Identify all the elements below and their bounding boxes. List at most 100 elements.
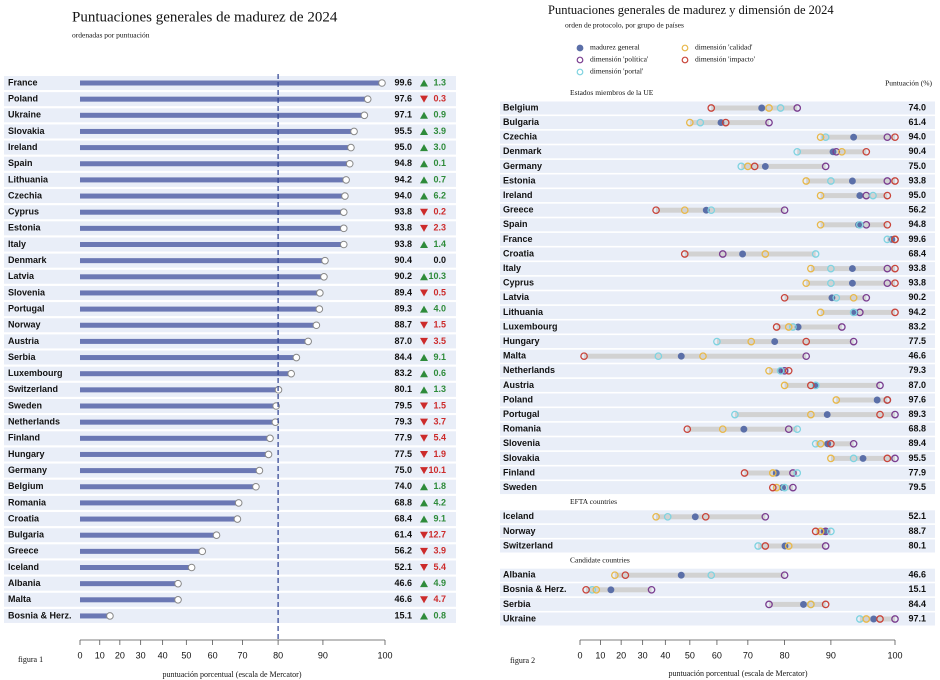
bar — [80, 516, 238, 522]
category-label: Serbia — [503, 599, 532, 609]
value-label: 90.4 — [394, 255, 412, 265]
bar — [80, 177, 347, 183]
change-label: 4.7 — [433, 594, 446, 604]
value-label: 94.2 — [394, 174, 412, 184]
row-band — [500, 320, 935, 334]
change-label: 0.5 — [433, 287, 446, 297]
value-label: 80.1 — [908, 540, 926, 550]
dimension-dot — [821, 133, 830, 142]
value-label: 74.0 — [394, 481, 412, 491]
change-arrow — [420, 499, 428, 507]
dimension-dot — [696, 118, 705, 127]
dimension-dot — [776, 104, 785, 112]
legend-marker — [576, 44, 584, 52]
change-arrow — [420, 547, 428, 555]
caption: figura 2 — [510, 656, 535, 665]
dimension-dot — [765, 118, 773, 127]
overall-dot — [758, 104, 766, 112]
category-label: Ukraine — [8, 110, 41, 120]
dimension-dot — [621, 571, 630, 580]
range-bar — [836, 397, 888, 403]
dimension-dot — [765, 366, 773, 375]
value-label: 77.5 — [394, 449, 412, 459]
change-label: 5.4 — [433, 433, 446, 443]
overall-dot — [607, 586, 615, 594]
bar-end — [363, 95, 372, 103]
value-label: 52.1 — [908, 511, 926, 521]
category-label: Hungary — [503, 336, 540, 346]
x-tick-label: 90 — [826, 650, 836, 660]
value-label: 68.4 — [394, 513, 412, 523]
dimension-dot — [784, 323, 793, 331]
row-band — [500, 378, 935, 392]
x-tick-label: 50 — [181, 650, 191, 660]
dimension-dot — [816, 220, 825, 229]
chart-title: Puntuaciones generales de madurez de 202… — [72, 9, 338, 25]
row-band — [500, 466, 935, 480]
dimension-dot — [652, 206, 660, 215]
category-label: Belgium — [503, 102, 539, 112]
group-label: Candidate countries — [570, 555, 630, 564]
change-label: 5.4 — [433, 562, 446, 572]
value-label: 94.8 — [394, 158, 412, 168]
dimension-dot — [793, 147, 802, 156]
range-bar — [584, 353, 807, 359]
category-label: Slovenia — [8, 287, 46, 297]
category-label: Finland — [503, 467, 535, 477]
dimension-dot — [713, 337, 721, 346]
bar-end — [339, 208, 348, 216]
bar-end — [287, 369, 295, 378]
dimension-dot — [580, 352, 588, 361]
category-label: Albania — [8, 578, 42, 588]
category-label: Netherlands — [8, 417, 60, 427]
x-tick-label: 80 — [780, 650, 790, 660]
dimension-dot — [707, 104, 716, 112]
change-arrow — [420, 160, 428, 168]
bar-end — [255, 466, 264, 475]
dimension-dot — [780, 483, 789, 492]
category-label: Hungary — [8, 449, 45, 459]
dimension-dot — [772, 323, 781, 331]
overall-dot — [739, 250, 747, 258]
category-label: France — [8, 77, 38, 87]
range-bar — [656, 207, 785, 213]
value-label: 88.7 — [394, 320, 412, 330]
row-band — [4, 592, 456, 607]
bar — [80, 274, 324, 280]
bar-end — [341, 192, 349, 200]
value-label: 83.2 — [394, 368, 412, 378]
dimension-dot — [768, 483, 777, 492]
dimension-dot — [582, 585, 590, 594]
category-label: Albania — [503, 570, 537, 580]
category-label: Germany — [8, 465, 47, 475]
bar — [80, 209, 344, 215]
bar — [80, 613, 110, 619]
change-arrow — [420, 450, 428, 458]
dimension-dot — [883, 177, 892, 185]
change-label: 0.1 — [433, 158, 446, 168]
dimension-dot — [827, 177, 835, 185]
overall-dot — [691, 513, 699, 521]
change-arrow — [420, 192, 428, 200]
category-label: Slovenia — [503, 438, 541, 448]
row-band — [500, 305, 935, 319]
category-label: Ukraine — [503, 613, 536, 623]
change-label: 3.9 — [433, 126, 446, 136]
x-tick-label: 30 — [638, 650, 648, 660]
value-label: 77.5 — [908, 336, 926, 346]
change-arrow — [420, 467, 428, 475]
category-label: Greece — [8, 546, 39, 556]
change-arrow — [420, 111, 428, 119]
dimension-dot — [811, 527, 820, 536]
dimension-dot — [772, 483, 781, 492]
change-label: 0.8 — [433, 610, 446, 620]
bar-end — [266, 434, 274, 443]
value-label: 79.5 — [908, 482, 926, 492]
category-label: Malta — [8, 594, 32, 604]
x-tick-label: 30 — [136, 650, 146, 660]
value-label: 75.0 — [394, 465, 412, 475]
bar — [80, 128, 355, 134]
value-label: 97.6 — [908, 394, 926, 404]
value-label: 93.8 — [394, 223, 412, 233]
